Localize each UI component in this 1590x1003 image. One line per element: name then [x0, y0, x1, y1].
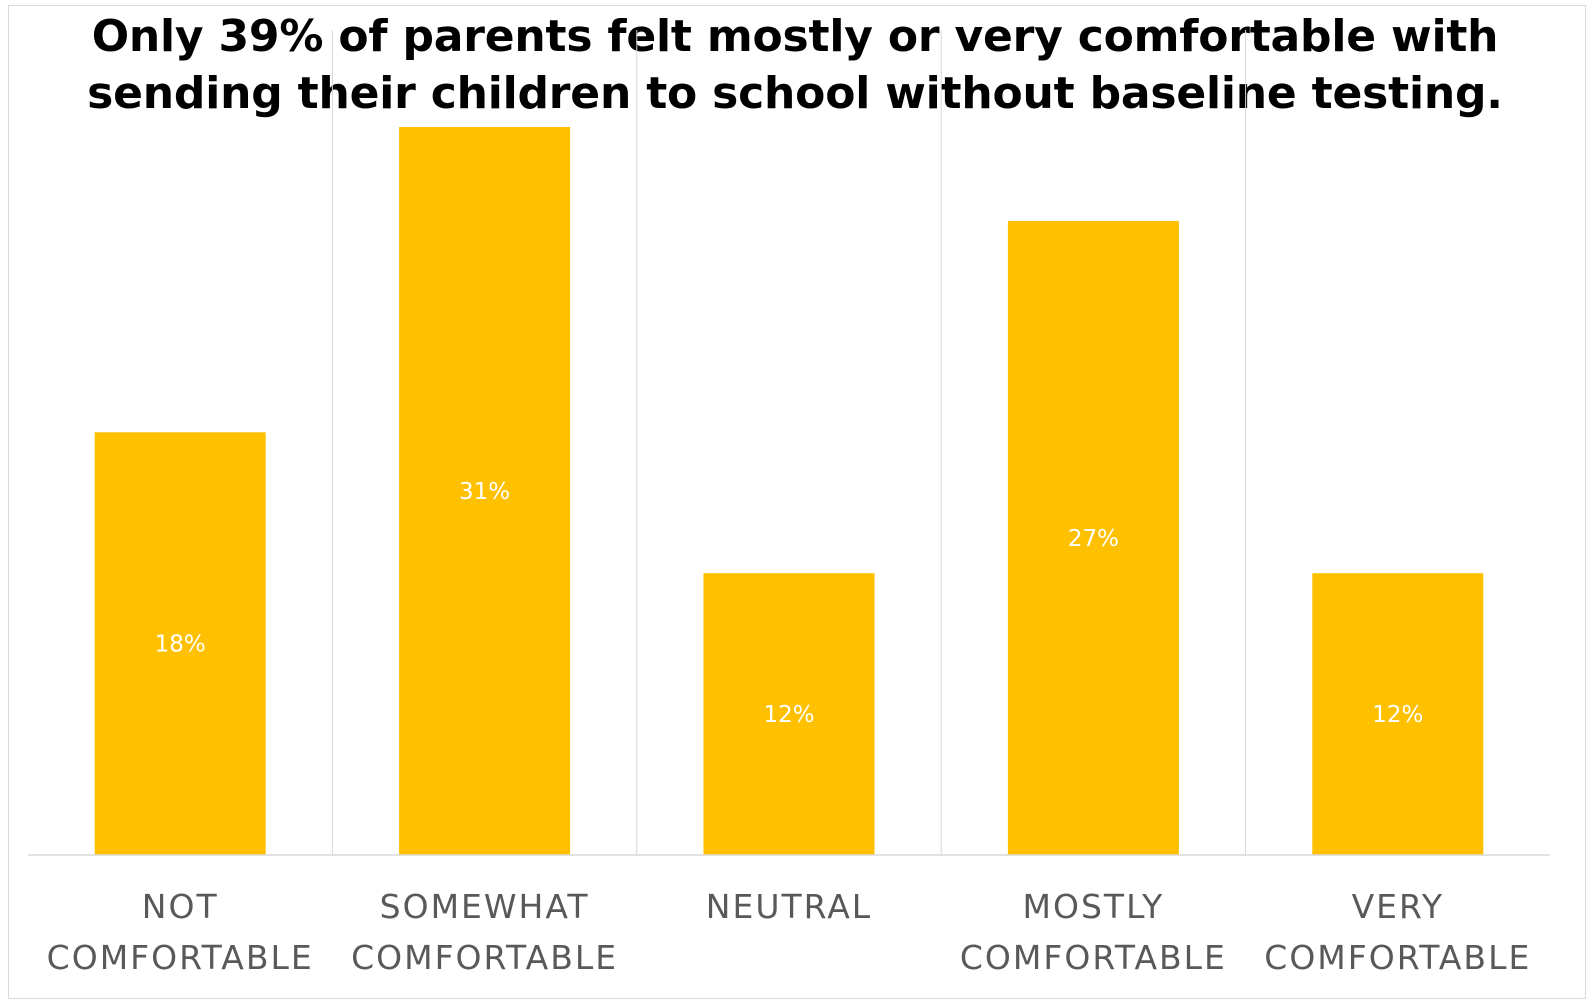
- bar: [703, 573, 875, 855]
- x-tick-label: NOT COMFORTABLE: [47, 887, 314, 977]
- x-tick-label: MOSTLY COMFORTABLE: [960, 887, 1227, 977]
- bar: [94, 432, 266, 855]
- x-tick-label: SOMEWHAT COMFORTABLE: [351, 887, 618, 977]
- data-label: 18%: [155, 632, 206, 658]
- bar: [1312, 573, 1484, 855]
- bar: [399, 127, 571, 855]
- data-label: 12%: [763, 702, 814, 728]
- data-label: 12%: [1372, 702, 1423, 728]
- bar: [1007, 220, 1179, 855]
- x-tick-label: NEUTRAL: [706, 887, 872, 926]
- x-tick-label: VERY COMFORTABLE: [1264, 887, 1531, 977]
- data-label: 27%: [1068, 526, 1119, 552]
- chart-title: Only 39% of parents felt mostly or very …: [87, 11, 1503, 119]
- data-label: 31%: [459, 479, 510, 505]
